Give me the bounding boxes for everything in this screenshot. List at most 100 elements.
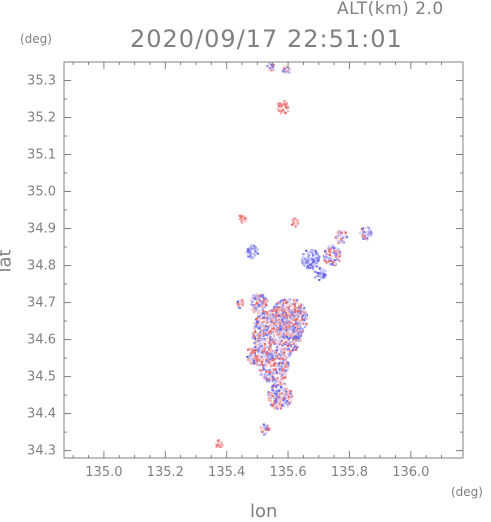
data-cell (256, 248, 259, 251)
data-cell (253, 310, 256, 313)
data-cell (278, 394, 281, 397)
data-cell (284, 308, 288, 311)
data-cell (296, 299, 299, 302)
data-cell (257, 327, 260, 330)
data-cell (265, 427, 268, 430)
data-cell (310, 248, 313, 252)
data-cell (369, 233, 372, 236)
data-cell (328, 260, 331, 263)
data-cell (258, 310, 261, 313)
data-cell (269, 359, 272, 362)
data-cell (340, 232, 344, 235)
data-cell (285, 393, 288, 396)
data-cell (341, 236, 344, 239)
data-cell (268, 368, 271, 371)
data-cell (242, 301, 245, 305)
data-cell (263, 306, 266, 309)
data-cell (294, 345, 297, 348)
data-cell (288, 323, 291, 326)
data-cell (269, 343, 272, 346)
data-cell (339, 242, 342, 245)
data-cell (258, 361, 261, 364)
data-cell (264, 432, 267, 435)
data-cell (322, 267, 325, 271)
data-cell (287, 68, 290, 71)
data-cell (287, 304, 290, 307)
data-cell (281, 368, 284, 371)
data-cell (258, 327, 261, 330)
data-cell (256, 322, 259, 325)
data-cell (364, 226, 368, 229)
x-tick-label: 135.0 (85, 465, 122, 480)
data-cell (282, 301, 285, 305)
data-cell (215, 445, 218, 448)
data-cell (257, 308, 260, 311)
data-cell (265, 333, 268, 336)
data-cell (275, 319, 278, 323)
data-cell (291, 334, 294, 337)
data-cell (287, 109, 290, 112)
data-cell (256, 298, 260, 302)
data-cell (297, 218, 300, 222)
data-cell (271, 65, 274, 68)
data-cell (272, 327, 275, 330)
data-cell (279, 348, 282, 351)
data-cell (258, 355, 261, 358)
x-tick-label: 135.6 (269, 465, 306, 480)
data-cell (257, 339, 260, 342)
data-cells (215, 62, 373, 448)
data-cell (342, 229, 345, 233)
data-cell (325, 262, 328, 265)
data-cell (285, 302, 288, 305)
data-cell (260, 326, 263, 329)
data-cell (259, 341, 262, 344)
data-cell (271, 350, 274, 353)
data-cell (279, 380, 282, 383)
data-cell (257, 333, 260, 336)
data-cell (236, 300, 239, 303)
data-cell (261, 345, 264, 348)
data-cell (263, 424, 266, 427)
data-cell (285, 336, 289, 339)
data-cell (279, 387, 282, 390)
data-cell (265, 329, 268, 332)
data-cell (271, 68, 275, 71)
data-cell (284, 365, 287, 368)
data-cell (279, 376, 282, 379)
data-cell (291, 394, 294, 398)
data-cell (296, 320, 300, 323)
data-cell (255, 308, 258, 311)
data-cell (253, 308, 256, 311)
data-cell (316, 252, 319, 255)
data-cell (272, 313, 275, 316)
data-cell (286, 404, 289, 407)
data-cell (270, 365, 273, 369)
data-cell (282, 399, 285, 402)
data-cell (295, 318, 298, 321)
data-cell (316, 259, 319, 262)
data-cell (278, 338, 281, 341)
data-cell (290, 346, 293, 349)
data-cell (285, 390, 288, 393)
data-cell (253, 328, 256, 331)
data-cell (267, 399, 270, 402)
data-cell (293, 333, 296, 336)
data-cell (289, 323, 293, 326)
data-cell (370, 231, 373, 234)
data-cell (290, 327, 294, 330)
data-cell (358, 231, 361, 234)
data-cell (267, 341, 270, 344)
data-cell (274, 377, 277, 380)
data-cell (285, 356, 288, 360)
data-cell (283, 347, 286, 350)
data-cell (255, 310, 258, 314)
data-cell (278, 365, 281, 368)
data-cell (300, 312, 303, 315)
data-cell (255, 339, 258, 342)
data-cell (285, 313, 288, 316)
data-cell (276, 407, 279, 410)
data-cell (317, 257, 320, 260)
data-cell (328, 257, 331, 260)
data-cell (299, 321, 302, 324)
data-cell (262, 333, 265, 336)
